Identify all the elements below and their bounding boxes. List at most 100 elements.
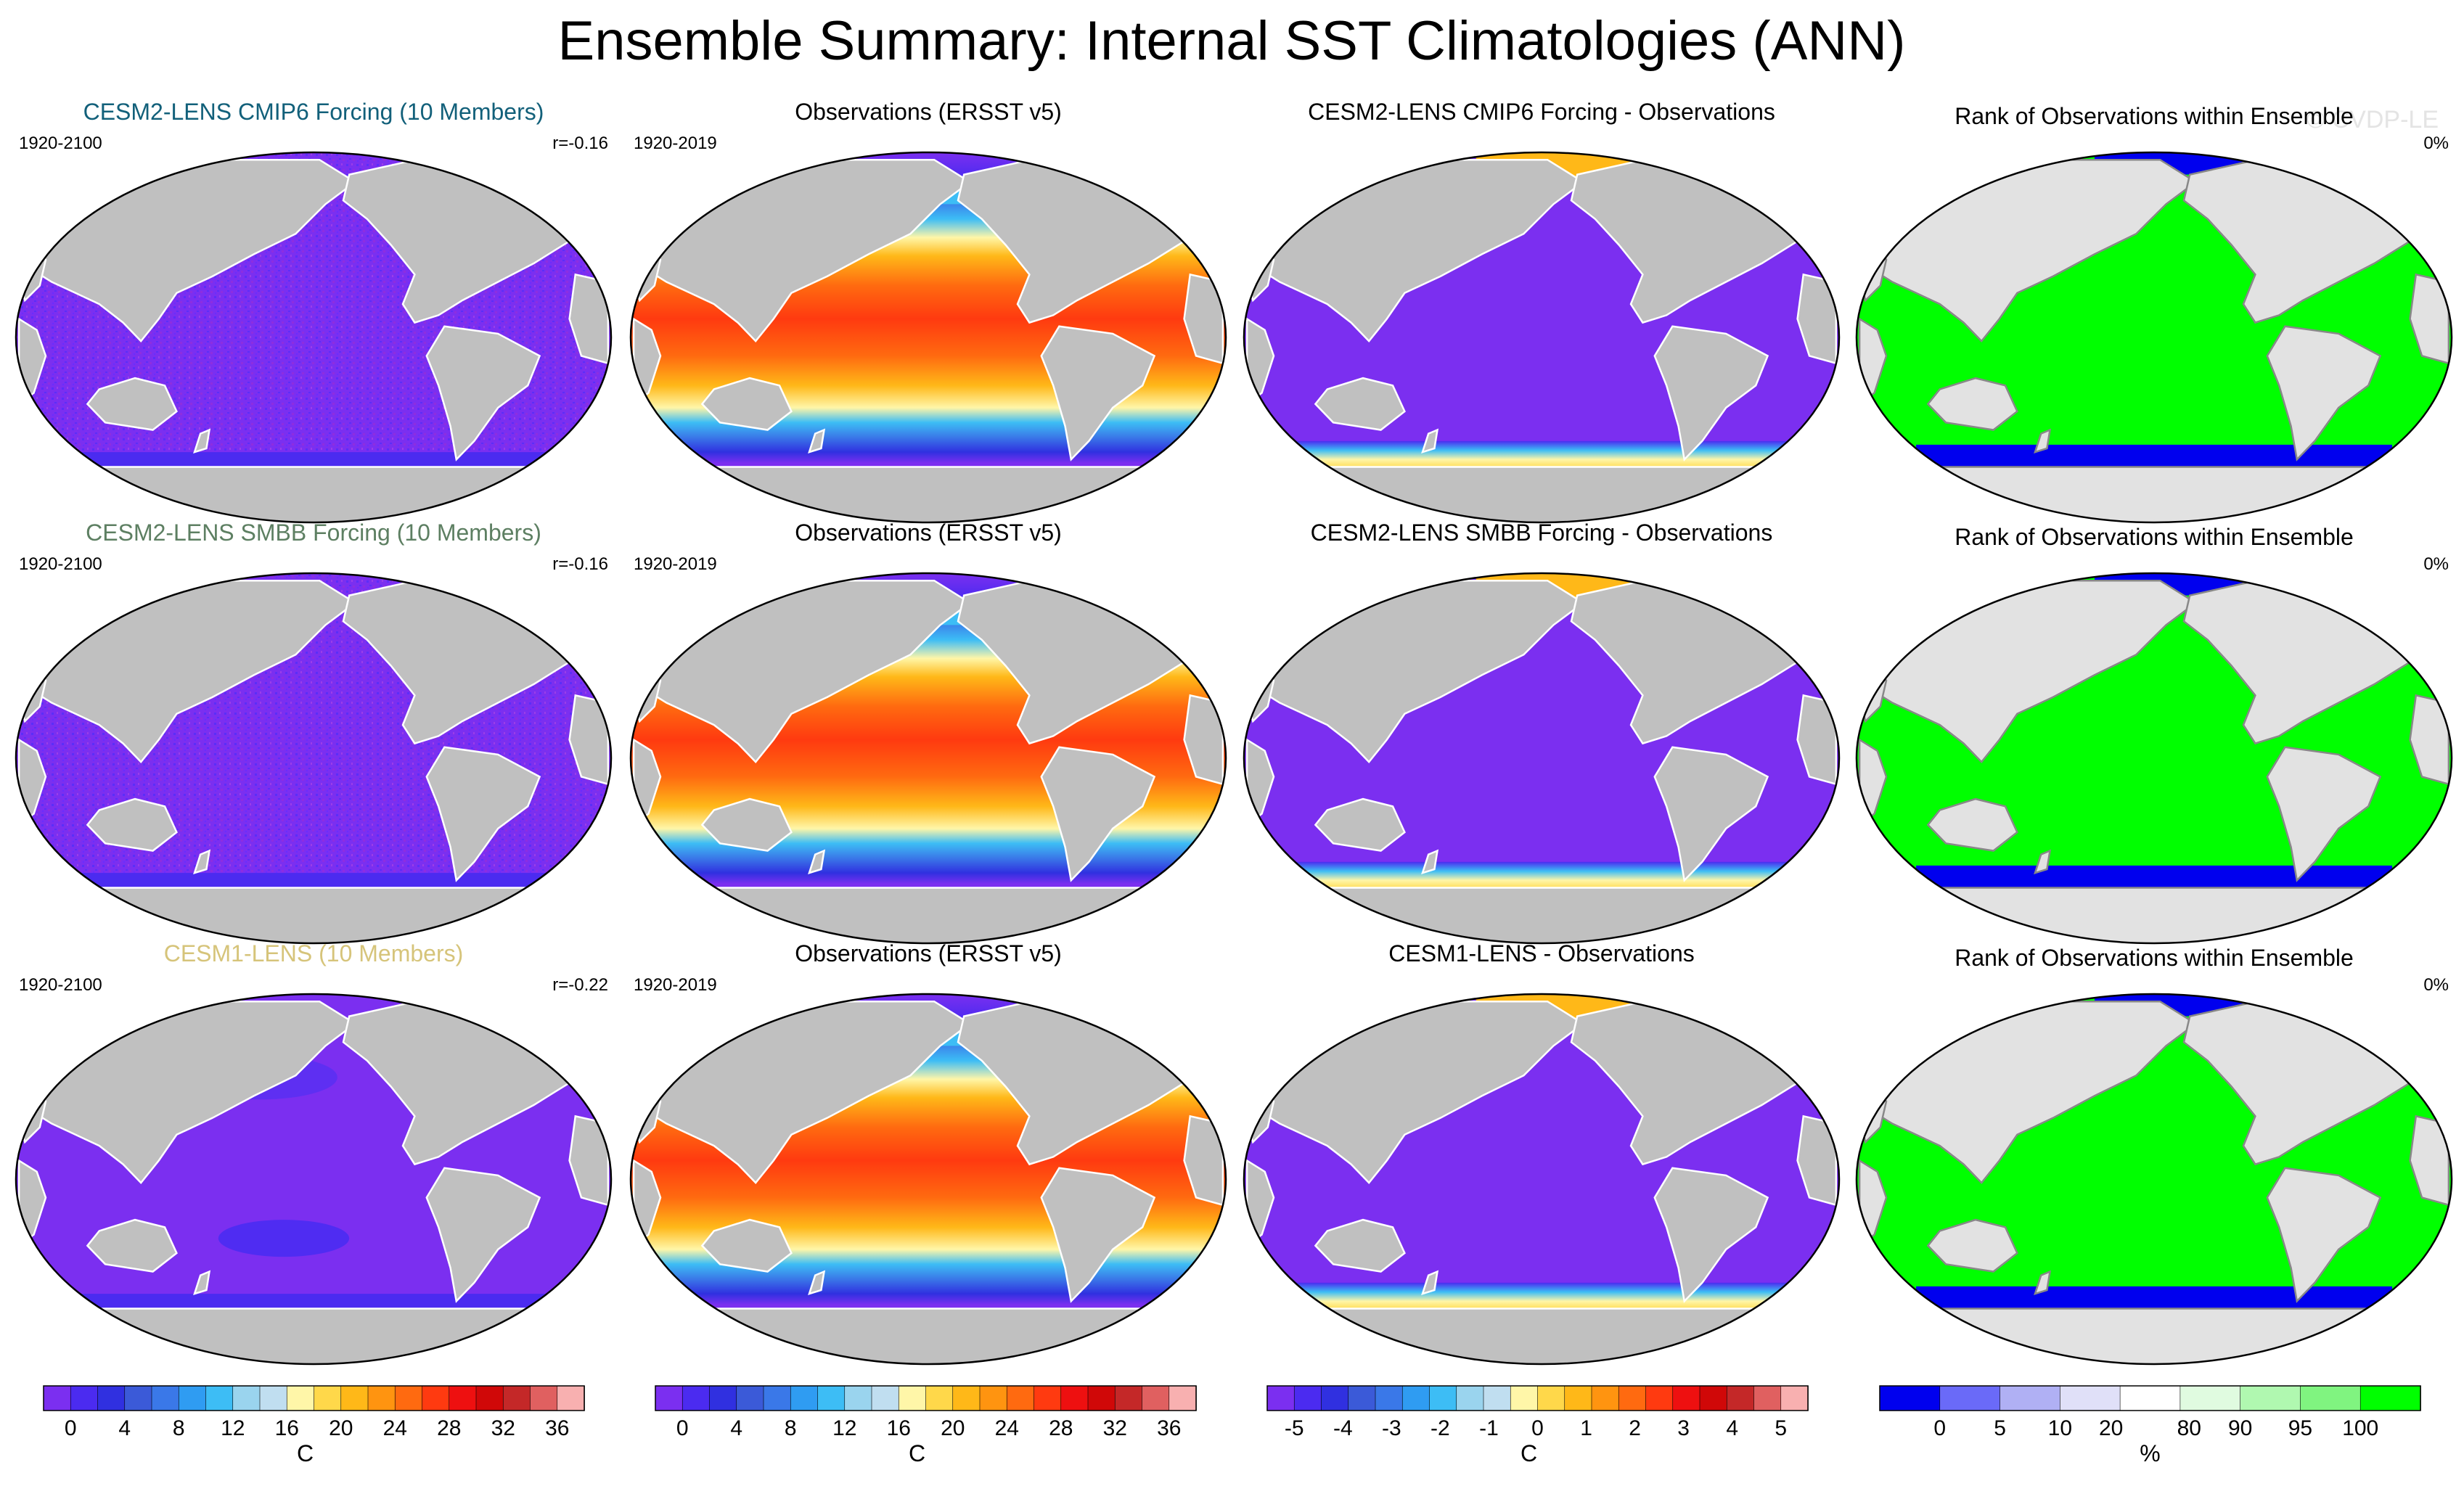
colorbar-tick-label: 16 xyxy=(275,1416,299,1440)
land-antarctica xyxy=(631,466,1226,522)
colorbar-3: -5 -4 -3 -2 -1 0 1 2 3 4 5 C xyxy=(1266,1385,1809,1466)
colorbar-swatch xyxy=(1753,1385,1782,1411)
land-australia xyxy=(700,1218,793,1273)
colorbar-swatch xyxy=(178,1385,207,1411)
colorbar-swatch xyxy=(1456,1385,1484,1411)
land-australia xyxy=(1314,797,1406,852)
colorbar-swatch xyxy=(1483,1385,1512,1411)
watermark: © CVDP-LE xyxy=(2307,106,2439,134)
colorbar-tick-label: 100 xyxy=(2342,1416,2378,1440)
panel-title: Observations (ERSST v5) xyxy=(795,940,1062,966)
colorbar-swatch xyxy=(367,1385,396,1411)
years-label: 1920-2100 xyxy=(19,554,102,574)
land-antarctica xyxy=(1244,1308,1839,1364)
panel-r1-obs: Observations (ERSST v5) 1920-2019 xyxy=(629,99,1227,524)
panel-r3-ens: CESM1-LENS (10 Members) 1920-2100 r=-0.22 xyxy=(15,940,613,1366)
colorbar-swatch xyxy=(124,1385,152,1411)
colorbar-swatch xyxy=(979,1385,1008,1411)
colorbar-tick-label: 1 xyxy=(1580,1416,1592,1440)
colorbar-swatch xyxy=(1168,1385,1197,1411)
colorbar-1: 0 4 8 12 16 20 24 28 32 36 C xyxy=(43,1385,585,1466)
panel-r3-rank: Rank of Observations within Ensemble 0% xyxy=(1855,945,2453,1366)
land-samerica xyxy=(425,325,541,461)
colorbar-tick-label: 8 xyxy=(785,1416,797,1440)
map-field xyxy=(16,152,611,522)
map-border xyxy=(15,993,613,1366)
colorbar-swatch xyxy=(1060,1385,1089,1411)
map-field xyxy=(631,994,1226,1364)
colorbar-tick-label: 12 xyxy=(221,1416,245,1440)
cool-anomaly xyxy=(218,1220,350,1257)
colorbar-tick-label: 32 xyxy=(491,1416,515,1440)
colorbar-frame xyxy=(1879,1385,2421,1411)
panel-title: CESM2-LENS CMIP6 Forcing - Observations xyxy=(1308,99,1775,125)
years-label: 1920-2100 xyxy=(19,975,102,995)
map-field xyxy=(1244,573,1839,943)
land-nz xyxy=(808,849,826,875)
colorbar-tick-label: 0 xyxy=(1933,1416,1946,1440)
colorbar-tick-label: 24 xyxy=(383,1416,407,1440)
land-samerica xyxy=(425,1167,541,1303)
colorbar-swatch xyxy=(817,1385,846,1411)
colorbar-tick-label: -1 xyxy=(1479,1416,1499,1440)
colorbar-unit: C xyxy=(297,1440,314,1466)
colorbar-swatch xyxy=(682,1385,711,1411)
colorbar-tick-label: 28 xyxy=(437,1416,461,1440)
colorbar-swatch xyxy=(655,1385,684,1411)
corr-label: r=-0.16 xyxy=(552,554,608,574)
panel-title: Observations (ERSST v5) xyxy=(795,520,1062,546)
colorbar-swatch xyxy=(871,1385,900,1411)
land-antarctica xyxy=(1857,466,2452,522)
map-border xyxy=(1243,151,1841,524)
map-border xyxy=(629,993,1227,1366)
years-label: 1920-2019 xyxy=(634,975,717,995)
corr-label: r=-0.22 xyxy=(552,975,608,995)
colorbar-tick-label: 36 xyxy=(545,1416,569,1440)
colorbar-frame xyxy=(43,1385,585,1411)
colorbar-swatch xyxy=(2000,1385,2061,1411)
colorbar-tick-label: 16 xyxy=(887,1416,911,1440)
land-australia xyxy=(1314,377,1406,431)
colorbar-swatch xyxy=(530,1385,558,1411)
colorbar-swatch xyxy=(475,1385,504,1411)
colorbar-tick-label: 0 xyxy=(65,1416,77,1440)
land-antarctica xyxy=(1857,887,2452,943)
colorbar-tick-label: 4 xyxy=(1726,1416,1738,1440)
colorbar-swatch xyxy=(1401,1385,1430,1411)
colorbar-swatch xyxy=(340,1385,369,1411)
colorbar-tick-label: 12 xyxy=(832,1416,856,1440)
colorbar-2: 0 4 8 12 16 20 24 28 32 36 C xyxy=(655,1385,1197,1466)
colorbar-tick-label: 20 xyxy=(329,1416,353,1440)
colorbar-tick-label: 4 xyxy=(730,1416,742,1440)
colorbar-tick-label: -3 xyxy=(1382,1416,1401,1440)
colorbar-swatch xyxy=(1939,1385,2001,1411)
map-border xyxy=(1855,993,2453,1366)
land-australia xyxy=(1926,1218,2018,1273)
land-antarctica xyxy=(16,1308,611,1364)
panel-r2-ens: CESM2-LENS SMBB Forcing (10 Members) 1920… xyxy=(15,520,613,945)
pct-label: 0% xyxy=(2423,975,2449,995)
panel-title: Observations (ERSST v5) xyxy=(795,99,1062,125)
colorbar-swatch xyxy=(1006,1385,1035,1411)
land-samerica xyxy=(1040,746,1156,882)
colorbar-swatch xyxy=(70,1385,99,1411)
panel-r1-diff: CESM2-LENS CMIP6 Forcing - Observations xyxy=(1243,99,1841,524)
colorbar-unit: C xyxy=(1520,1440,1537,1466)
land-antarctica xyxy=(1244,887,1839,943)
panel-title: CESM2-LENS CMIP6 Forcing (10 Members) xyxy=(83,99,544,125)
colorbar-swatch xyxy=(314,1385,342,1411)
colorbar-swatch xyxy=(1726,1385,1755,1411)
colorbar-tick-label: 0 xyxy=(676,1416,689,1440)
panel-r2-obs: Observations (ERSST v5) 1920-2019 xyxy=(629,520,1227,945)
colorbar-swatch xyxy=(1537,1385,1565,1411)
land-samerica xyxy=(1040,325,1156,461)
panel-title: Rank of Observations within Ensemble xyxy=(1955,103,2354,129)
colorbar-tick-label: 36 xyxy=(1157,1416,1181,1440)
map-field xyxy=(631,152,1226,522)
colorbar-swatch xyxy=(259,1385,288,1411)
land-nz xyxy=(808,428,826,454)
years-label: 1920-2019 xyxy=(634,134,717,153)
land-nz xyxy=(2034,849,2052,875)
corr-label: r=-0.16 xyxy=(552,134,608,153)
colorbar-swatch xyxy=(1618,1385,1647,1411)
